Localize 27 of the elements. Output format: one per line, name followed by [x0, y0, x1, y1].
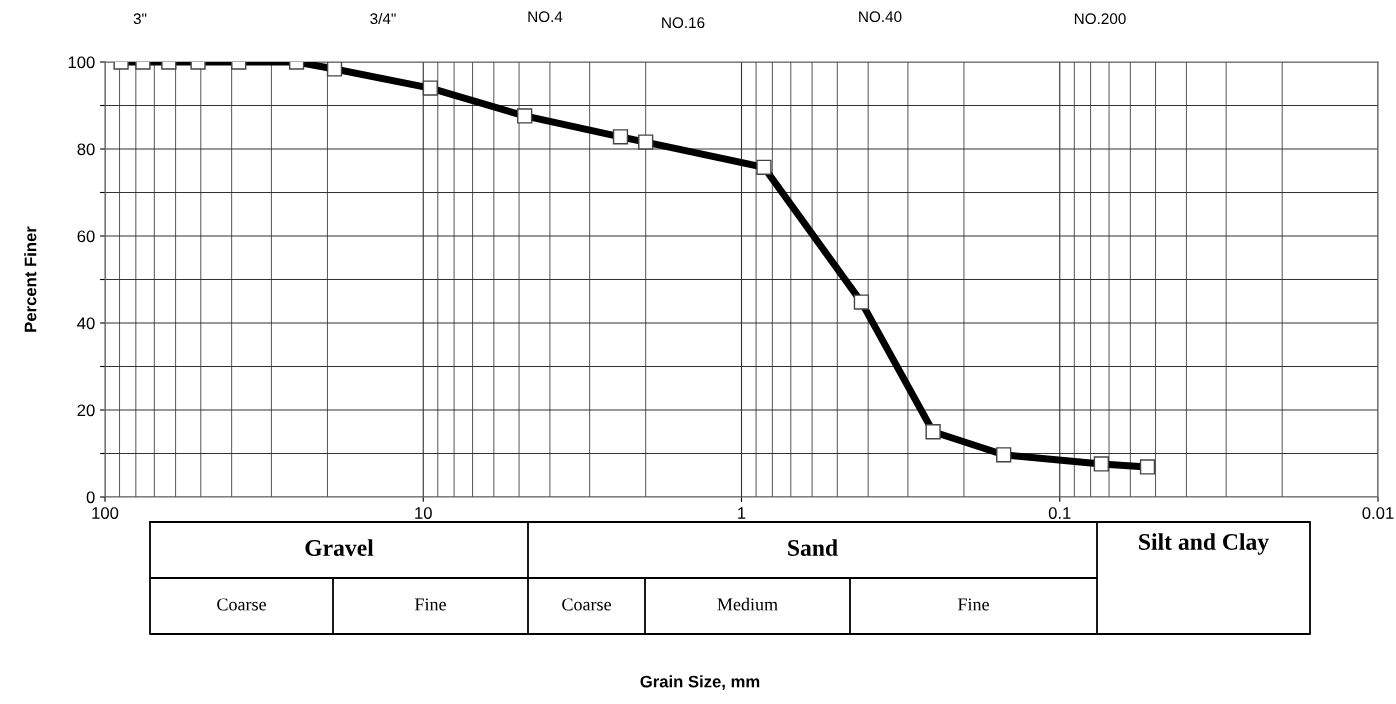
x-tick-label: 0.01: [1362, 507, 1394, 519]
text: 3": [133, 13, 147, 25]
y-tick-label: 20: [77, 404, 95, 417]
text: 3/4": [370, 12, 396, 25]
text: Grain Size, mm: [640, 675, 760, 690]
x-tick-label: 1: [738, 507, 746, 519]
text: NO.16: [662, 17, 705, 29]
text: Fine: [414, 598, 446, 611]
y-axis-title: Percent Finer: [24, 226, 37, 332]
text: NO.4: [528, 11, 563, 23]
text: Silt and Clay: [1139, 533, 1269, 555]
text: NO.200: [1074, 13, 1126, 25]
y-tick-label: 80: [77, 143, 95, 156]
text: Sand: [788, 539, 838, 556]
text: Medium: [717, 597, 778, 611]
text: Coarse: [217, 598, 266, 611]
y-tick-label: 40: [77, 317, 95, 330]
y-tick-label: 0: [86, 491, 95, 504]
text: NO.40: [859, 11, 902, 23]
text: Coarse: [562, 598, 611, 611]
text: Gravel: [305, 539, 374, 556]
x-tick-label: 0.1: [1048, 507, 1071, 519]
text: Fine: [957, 598, 989, 611]
x-tick-label: 10: [415, 507, 432, 519]
y-tick-label: 100: [68, 56, 95, 69]
x-tick-label: 100: [92, 507, 119, 519]
y-tick-label: 60: [77, 230, 95, 243]
